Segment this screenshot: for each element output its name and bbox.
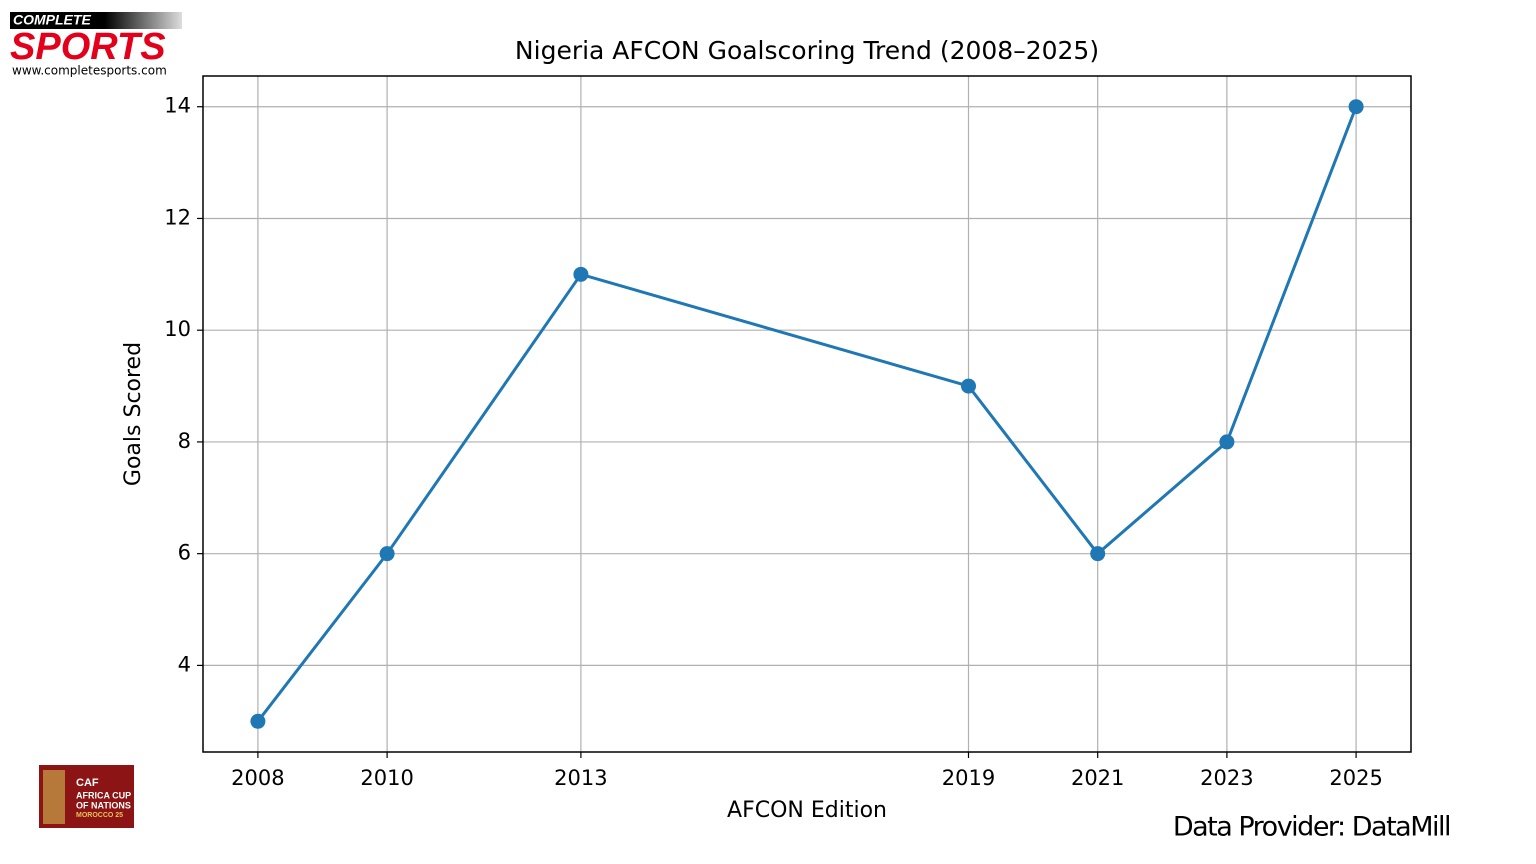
footer: Data Provider: DataMill (1173, 812, 1450, 843)
logo-name: SPORTS (10, 26, 166, 68)
marker (960, 378, 976, 394)
marker (379, 546, 395, 562)
x-tick-label: 2008 (231, 766, 284, 790)
x-tick-label: 2023 (1200, 766, 1253, 790)
x-tick-label: 2013 (554, 766, 607, 790)
y-tick-label: 8 (178, 429, 191, 453)
x-tick-label: 2025 (1329, 766, 1382, 790)
logo-url: www.completesports.com (12, 64, 167, 78)
x-tick-label: 2010 (360, 766, 413, 790)
badge-line: OF NATIONS (76, 800, 131, 810)
badge: CAF AFRICA CUP OF NATIONS MOROCCO 25 (39, 765, 134, 828)
x-tick-label: 2021 (1071, 766, 1124, 790)
logo-bar (10, 12, 182, 29)
x-axis-label: AFCON Edition (727, 798, 887, 823)
x-tick-label: 2019 (942, 766, 995, 790)
badge-line: MOROCCO 25 (76, 812, 123, 819)
y-tick-label: 12 (164, 205, 191, 229)
y-tick-label: 14 (164, 94, 191, 118)
logo-top: COMPLETE (13, 12, 91, 28)
badge-trophy (43, 770, 65, 824)
marker (1348, 99, 1364, 115)
marker (573, 266, 589, 282)
y-axis-label: Goals Scored (121, 342, 146, 486)
badge-line: AFRICA CUP (76, 790, 131, 800)
marker (1090, 546, 1106, 562)
marker (250, 713, 266, 729)
y-tick-label: 4 (178, 652, 191, 676)
badge-org: CAF (76, 777, 99, 789)
plot-frame (202, 75, 1412, 753)
chart-title: Nigeria AFCON Goalscoring Trend (2008–20… (515, 36, 1099, 65)
y-tick-label: 6 (178, 541, 191, 565)
marker (1219, 434, 1235, 450)
logo: COMPLETE SPORTS www.completesports.com (10, 12, 182, 78)
y-tick-label: 10 (164, 317, 191, 341)
line (256, 106, 1358, 723)
